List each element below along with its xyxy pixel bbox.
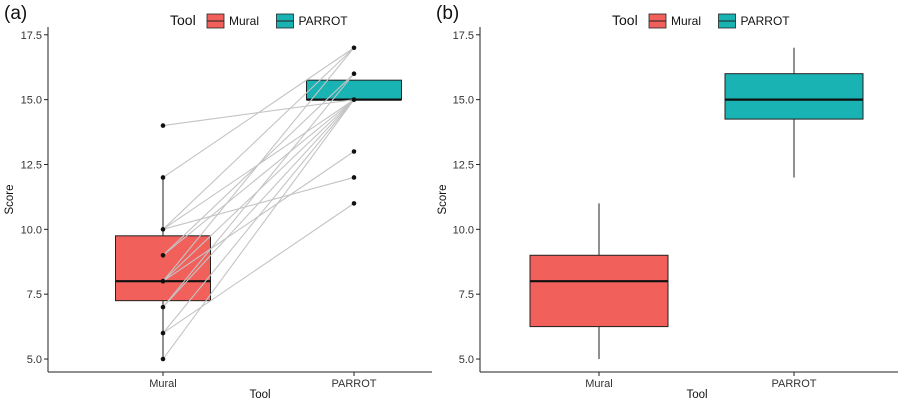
legend-label: Mural [671, 14, 701, 28]
legend-label: PARROT [741, 14, 791, 28]
data-point [160, 175, 166, 180]
box-body [306, 79, 402, 101]
y-tick-label: 5.0 [459, 354, 474, 366]
data-point [351, 201, 357, 206]
legend-key-mural: Mural [648, 13, 701, 29]
chart-panel-b: (b) Tool Mural PARROT 5.0 7.5 10.0 12.5 15.0 17.5… [436, 3, 898, 401]
y-tick-label: 15.0 [453, 95, 474, 107]
data-point [160, 227, 166, 232]
y-tick-label: 10.0 [453, 224, 474, 236]
x-axis-title: Tool [249, 389, 270, 401]
legend: Tool Mural PARROT [612, 12, 791, 29]
pair-line [162, 47, 355, 230]
box-body [115, 235, 211, 302]
data-point [351, 175, 357, 180]
x-tick-label: PARROT [331, 378, 376, 390]
box-body [724, 73, 864, 120]
x-tick-label: Mural [585, 378, 613, 390]
legend-key-parrot: PARROT [718, 13, 791, 29]
panel-label: (b) [436, 3, 459, 24]
data-points [160, 45, 357, 362]
pair-line [162, 202, 355, 334]
data-point [160, 278, 166, 284]
box-mural [529, 203, 669, 360]
pair-line [162, 73, 355, 308]
x-tick-label: Mural [149, 378, 177, 390]
box-body [529, 254, 669, 328]
data-point [160, 330, 166, 336]
y-tick-label: 17.5 [453, 30, 474, 42]
y-tick-label: 15.0 [21, 95, 42, 107]
legend: Tool Mural PARROT [170, 12, 349, 29]
paired-lines [162, 47, 355, 360]
legend-label: Mural [229, 14, 259, 28]
pair-line [162, 99, 355, 308]
pair-line [162, 99, 355, 360]
y-tick-label: 12.5 [453, 159, 474, 171]
y-tick-label: 7.5 [459, 289, 474, 301]
box-parrot [724, 47, 864, 178]
pair-line [162, 99, 355, 256]
data-point [160, 123, 166, 128]
y-axis-title: Score [4, 184, 16, 214]
x-axis-title: Tool [686, 389, 707, 401]
data-point [160, 252, 166, 258]
pair-line [162, 47, 355, 282]
y-tick-label: 10.0 [21, 224, 42, 236]
chart-panel-a: (a) Tool Mural PARROT 5.0 7.5 10.0 12.5 15.0 17.5… [4, 3, 432, 401]
data-point [160, 304, 166, 310]
data-point [351, 71, 357, 76]
y-tick-label: 17.5 [21, 30, 42, 42]
panel-label: (a) [4, 3, 27, 24]
y-tick-label: 12.5 [21, 159, 42, 171]
legend-key-mural: Mural [206, 13, 259, 29]
legend-title: Tool [612, 12, 638, 28]
box-parrot [306, 79, 402, 101]
pair-line [162, 99, 355, 334]
data-point [160, 356, 166, 362]
y-axis-title: Score [437, 184, 449, 214]
legend-key-parrot: PARROT [276, 13, 349, 29]
y-tick-label: 5.0 [27, 354, 42, 366]
data-point [351, 45, 357, 51]
x-tick-label: PARROT [771, 378, 816, 390]
data-point [351, 97, 357, 102]
pair-line [162, 47, 355, 178]
data-point [351, 149, 357, 154]
legend-label: PARROT [299, 14, 349, 28]
y-tick-label: 7.5 [27, 289, 42, 301]
legend-title: Tool [170, 12, 196, 28]
